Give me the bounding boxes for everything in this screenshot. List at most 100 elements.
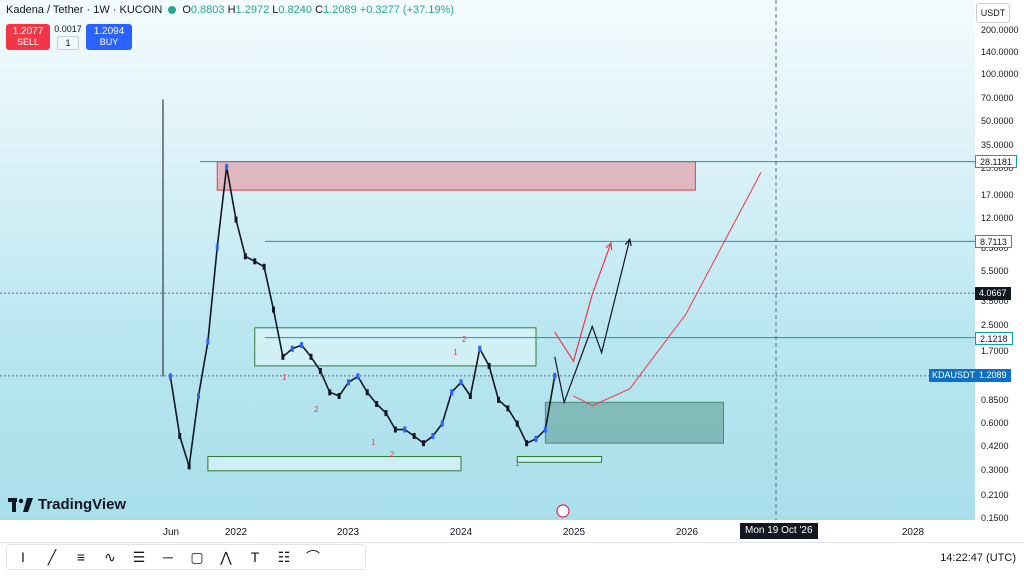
drawing-toolbar: I ╱ ≡ ∿ ☰ ─ ▢ ⋀ T ☷ ⌒ <box>6 544 366 570</box>
price-candle <box>506 405 510 412</box>
price-candle <box>347 379 350 386</box>
time-tick-label: 2023 <box>336 527 360 538</box>
wave-label: 1 <box>371 438 376 447</box>
supply-zone <box>216 161 696 191</box>
horizontal-line-icon[interactable]: ─ <box>163 549 173 565</box>
tradingview-watermark: TradingView <box>8 496 126 513</box>
time-tick-label: 2024 <box>449 527 473 538</box>
red-projection-path <box>554 242 612 363</box>
price-series-line <box>169 166 556 467</box>
watermark-text: TradingView <box>38 496 127 513</box>
symbol-tag: KDAUSDT <box>929 369 979 382</box>
time-tick-label: 2028 <box>901 527 925 538</box>
time-tick-label: 2022 <box>224 527 248 538</box>
wave-label: 1 <box>453 348 458 357</box>
price-candle <box>497 396 500 403</box>
price-candle <box>337 392 341 399</box>
price-tick-label: 200.0000 <box>981 25 1019 35</box>
price-tick-label: 3.5000 <box>981 296 1009 306</box>
buy-label: BUY <box>99 37 119 47</box>
cursor-icon[interactable]: I <box>21 549 25 565</box>
price-tag: 28.1181 <box>975 155 1017 168</box>
buy-price: 1.2094 <box>93 26 125 37</box>
tradingview-logo-icon <box>8 497 33 512</box>
price-candle <box>215 244 219 251</box>
price-axis[interactable] <box>975 0 1024 520</box>
price-candle <box>262 263 266 270</box>
zigzag-icon[interactable]: ⋀ <box>220 548 232 565</box>
price-candle <box>515 420 519 427</box>
black-projection-path <box>554 239 631 405</box>
chart-legend: Kadena / Tether · 1W · KUCOIN O0.8803 H1… <box>6 4 454 16</box>
price-tick-label: 140.0000 <box>981 47 1019 57</box>
price-candle <box>356 373 360 380</box>
price-tag-value: 4.0667 <box>979 288 1007 298</box>
rectangle-icon[interactable]: ▢ <box>190 548 204 565</box>
time-tick-label: Jun <box>162 527 180 538</box>
price-tick-label: 8.5000 <box>981 243 1009 253</box>
price-tick-label: 100.0000 <box>981 69 1019 79</box>
time-axis[interactable] <box>0 520 975 542</box>
event-marker-icon <box>556 504 570 518</box>
pattern-icon[interactable]: ☰ <box>132 548 146 565</box>
lines-icon[interactable]: ☷ <box>277 548 291 565</box>
price-tick-label: 0.8500 <box>981 395 1009 405</box>
price-tick-label: 0.4200 <box>981 441 1009 451</box>
currency-selector[interactable]: USDT <box>976 3 1010 23</box>
price-tag: 8.7113 <box>975 235 1012 248</box>
price-tick-label: 12.0000 <box>981 213 1014 223</box>
price-tick-label: 0.3000 <box>981 465 1009 475</box>
ohlc-values: O0.8803 H1.2972 L0.8240 C1.2089 +0.3277 … <box>182 4 454 16</box>
price-candle <box>478 345 482 352</box>
wave-label: 2 <box>314 405 319 414</box>
curve-icon[interactable]: ⌒ <box>306 549 320 565</box>
price-candle <box>272 306 275 313</box>
sell-button[interactable]: 1.2077 SELL <box>6 24 50 50</box>
price-candle <box>553 372 557 379</box>
price-candle <box>365 389 369 396</box>
arrow-head-icon <box>605 241 613 251</box>
price-tick-label: 25.0000 <box>981 163 1014 173</box>
bottom-range-box <box>207 456 462 472</box>
brush-icon[interactable]: ∿ <box>104 548 116 565</box>
price-candle <box>468 392 472 399</box>
price-candle <box>290 345 294 352</box>
price-candle <box>487 362 491 369</box>
price-candle <box>412 433 416 440</box>
price-candle <box>440 420 444 427</box>
symbol-title[interactable]: Kadena / Tether · 1W · KUCOIN <box>6 4 163 16</box>
time-tick-label: 2026 <box>675 527 699 538</box>
buy-button[interactable]: 1.2094 BUY <box>86 24 132 50</box>
price-tick-label: 35.0000 <box>981 140 1014 150</box>
wave-label: 1 <box>515 459 520 468</box>
wave-label: 2 <box>462 335 467 344</box>
price-tick-label: 17.0000 <box>981 190 1014 200</box>
price-tick-label: 1.7000 <box>981 346 1009 356</box>
demand-zone <box>544 401 724 444</box>
price-candle <box>187 463 191 470</box>
price-tick-label: 2.5000 <box>981 320 1009 330</box>
price-candle <box>431 433 435 440</box>
wave-label: 2 <box>390 450 395 459</box>
price-candle <box>525 440 529 447</box>
price-candle <box>543 426 547 433</box>
fib-icon[interactable]: ≡ <box>76 549 86 565</box>
price-candle <box>384 410 388 417</box>
price-candle <box>309 353 313 360</box>
spread-value: 0.0017 <box>54 24 82 34</box>
price-candle <box>234 216 238 223</box>
price-candle <box>243 253 247 260</box>
price-candle <box>318 367 322 374</box>
price-candle <box>168 373 172 380</box>
price-candle <box>422 440 425 447</box>
trendline-icon[interactable]: ╱ <box>47 548 57 565</box>
red-curve-path <box>573 172 762 407</box>
wave-label: 1 <box>282 373 287 382</box>
price-tag-value: 8.7113 <box>980 237 1007 247</box>
price-candle <box>300 342 304 349</box>
price-candle <box>206 338 210 345</box>
quantity-field[interactable]: 1 <box>57 36 79 50</box>
text-icon[interactable]: T <box>250 549 260 565</box>
